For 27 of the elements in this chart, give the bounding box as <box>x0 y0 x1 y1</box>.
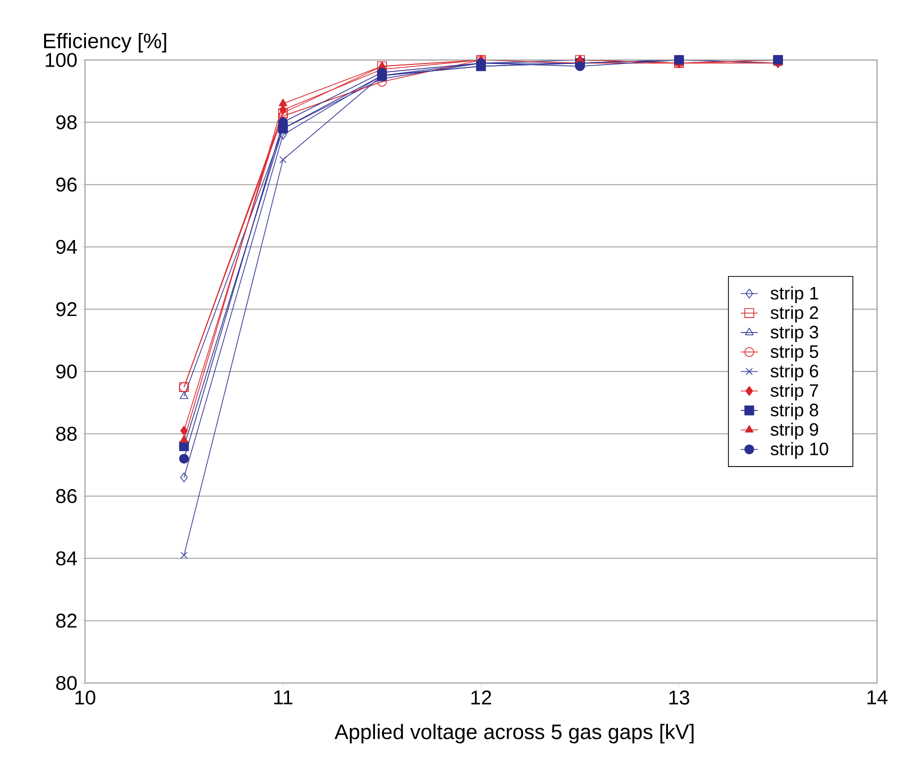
y-tick-label: 90 <box>56 364 77 379</box>
y-axis-title: Efficiency [%] <box>44 32 166 52</box>
x-tick-label: 14 <box>867 690 888 704</box>
y-tick-label: 92 <box>56 302 76 316</box>
x-tick-label: 12 <box>471 690 492 704</box>
x-axis-title: Applied voltage across 5 gas gaps [kV] <box>334 724 694 744</box>
legend-label: strip 6 <box>770 364 818 381</box>
legend-label: strip 9 <box>770 422 818 440</box>
x-tick-label: 13 <box>669 690 690 705</box>
legend-label: strip 7 <box>770 384 818 400</box>
x-tick-label: 11 <box>274 690 292 704</box>
y-tick-label: 84 <box>56 551 77 566</box>
y-tick-label: 82 <box>56 614 76 628</box>
y-tick-label: 98 <box>56 115 77 130</box>
legend-label: strip 8 <box>770 403 818 420</box>
y-tick-label: 94 <box>56 240 77 254</box>
y-tick-label: 80 <box>56 676 77 690</box>
legend-label: strip 2 <box>770 306 818 323</box>
y-tick-label: 100 <box>46 52 77 68</box>
y-tick-label: 96 <box>56 178 77 192</box>
legend-label: strip 10 <box>770 442 828 459</box>
legend-label: strip 3 <box>770 325 818 342</box>
legend-label: strip 5 <box>770 344 818 362</box>
x-tick-label: 10 <box>75 690 96 705</box>
legend-label: strip 1 <box>770 286 818 304</box>
y-tick-label: 88 <box>56 426 77 441</box>
y-tick-label: 86 <box>56 489 77 504</box>
